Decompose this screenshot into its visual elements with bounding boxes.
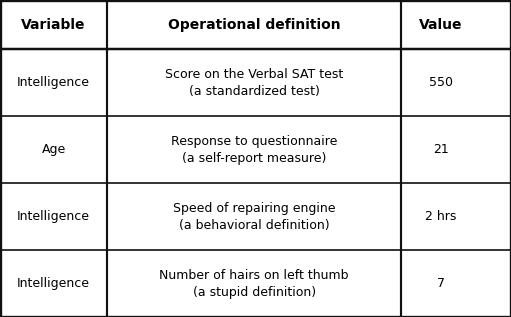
Text: Operational definition: Operational definition: [168, 17, 340, 32]
Text: Variable: Variable: [21, 17, 86, 32]
Text: 550: 550: [429, 76, 453, 89]
Text: Score on the Verbal SAT test
(a standardized test): Score on the Verbal SAT test (a standard…: [165, 68, 343, 98]
Text: 7: 7: [437, 277, 445, 290]
Text: Age: Age: [41, 143, 66, 156]
Text: 21: 21: [433, 143, 449, 156]
Text: Speed of repairing engine
(a behavioral definition): Speed of repairing engine (a behavioral …: [173, 202, 336, 231]
Text: Number of hairs on left thumb
(a stupid definition): Number of hairs on left thumb (a stupid …: [159, 268, 349, 299]
Text: 2 hrs: 2 hrs: [425, 210, 456, 223]
Text: Intelligence: Intelligence: [17, 76, 90, 89]
Text: Value: Value: [419, 17, 462, 32]
Text: Intelligence: Intelligence: [17, 277, 90, 290]
Text: Intelligence: Intelligence: [17, 210, 90, 223]
Text: Response to questionnaire
(a self-report measure): Response to questionnaire (a self-report…: [171, 135, 337, 165]
